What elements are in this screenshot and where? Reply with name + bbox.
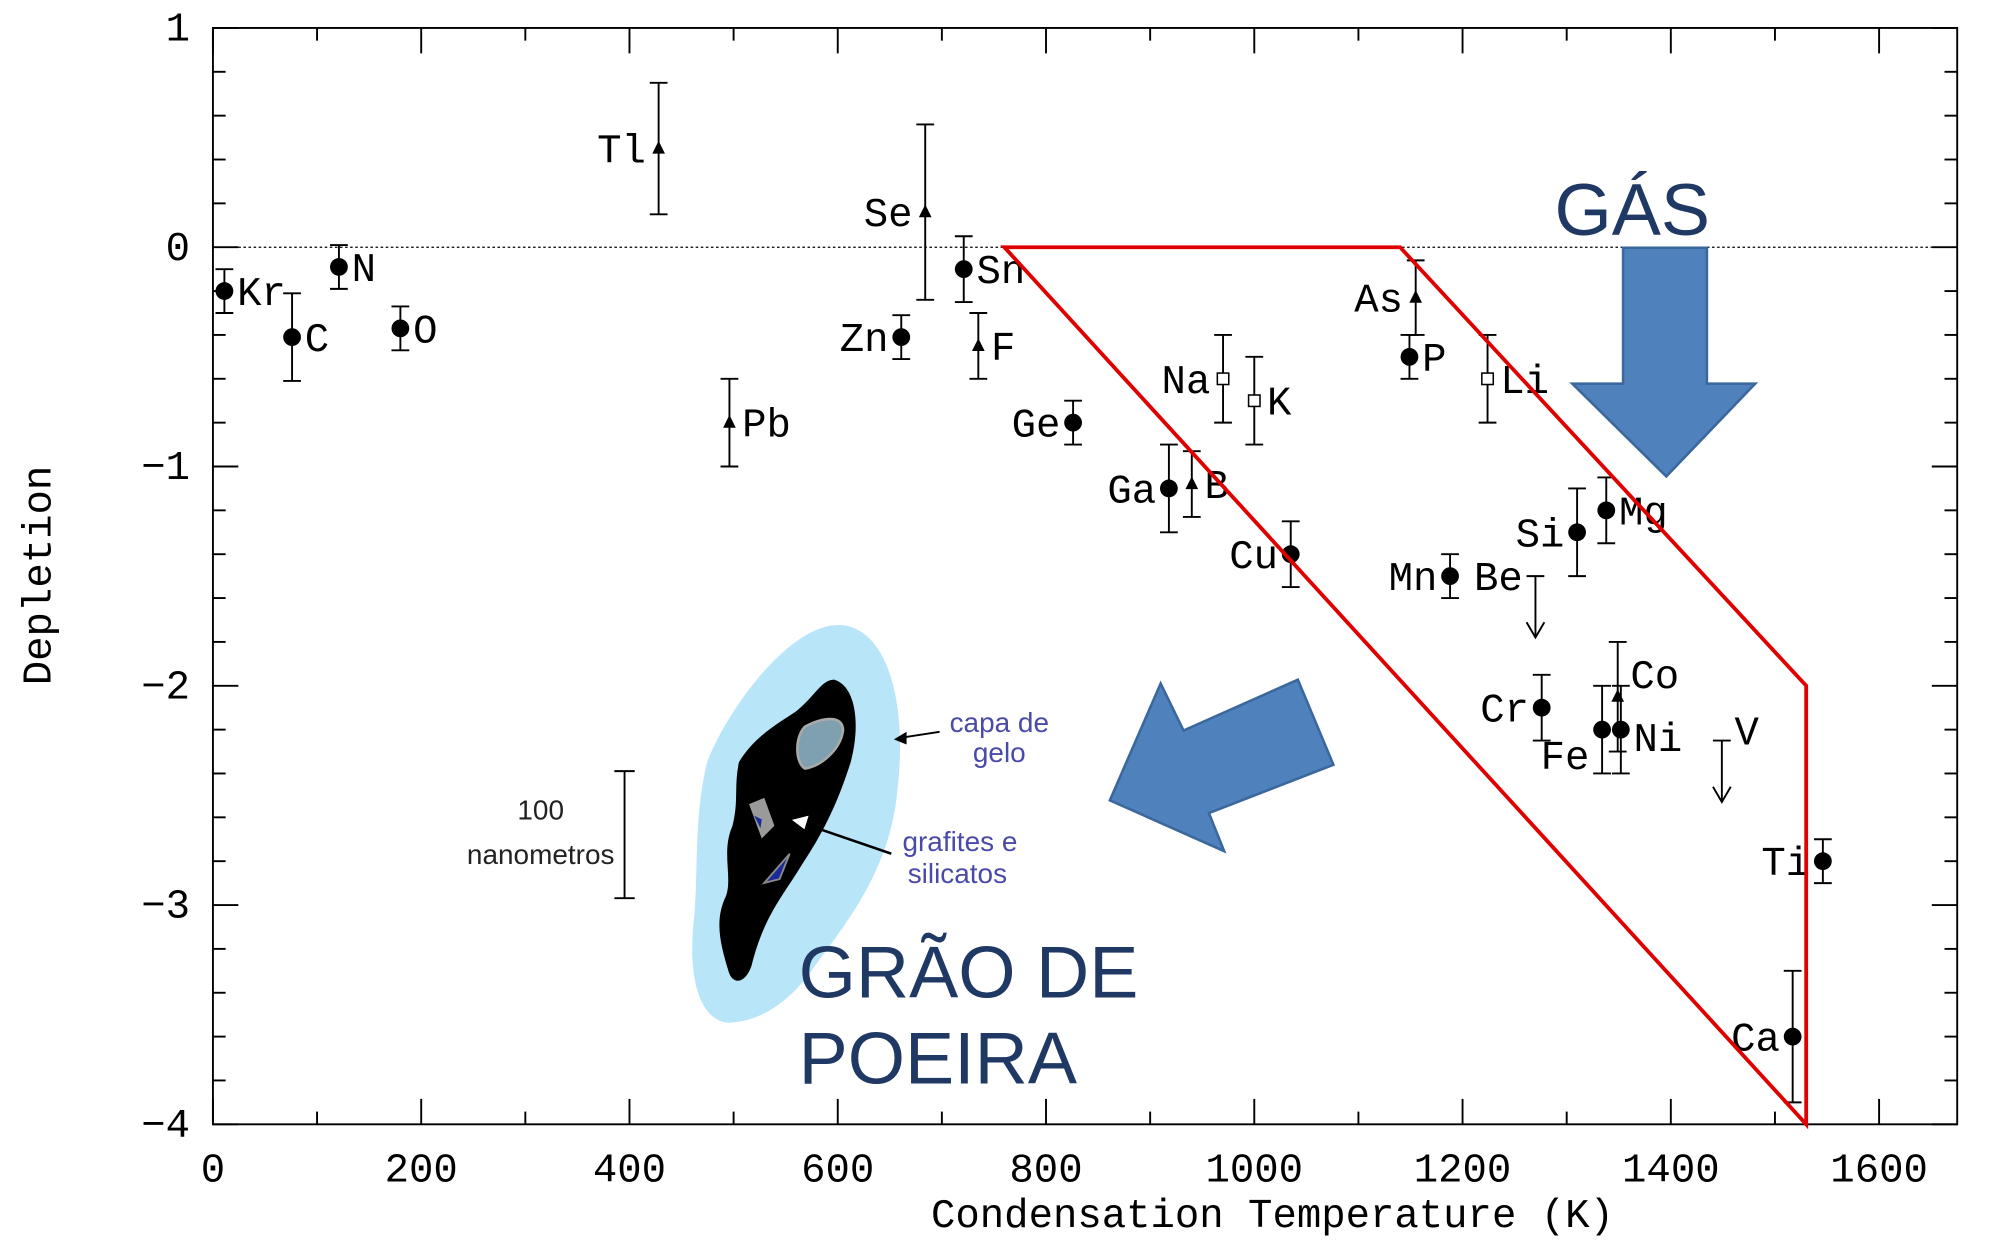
point-label: Sn [976,250,1025,296]
gas-label: GÁS [1554,168,1710,251]
point [1532,698,1551,717]
point [1783,1027,1802,1046]
point [1593,720,1611,739]
point-label: Fe [1541,736,1590,782]
x-tick-label: 400 [593,1148,666,1194]
point-label: Ti [1761,842,1810,888]
region-outline [1000,245,1809,1130]
x-tick-label: 1600 [1830,1148,1928,1194]
upper-limit-head [1525,621,1546,640]
y-tick-label: 1 [166,8,190,54]
point [1813,852,1832,871]
point-label: F [991,327,1015,373]
point-label: Ga [1107,469,1156,515]
point [283,328,301,347]
grain-label: POEIRA [799,1017,1077,1100]
x-tick-label: 1000 [1206,1148,1304,1194]
point [1597,501,1616,520]
point [971,338,985,351]
gas-arrow [1569,246,1759,479]
point [330,258,348,276]
point-label: V [1735,711,1760,757]
point-label: K [1267,382,1292,428]
point-label: P [1422,338,1446,384]
point [1247,394,1261,408]
x-axis-label: Condensation Temperature (K) [931,1194,1614,1240]
y-tick-label: −3 [141,885,190,931]
point [215,282,234,300]
point-label: Ca [1731,1018,1780,1064]
y-tick-label: −4 [141,1104,190,1150]
point-label: Mn [1389,557,1438,603]
point [1481,372,1495,386]
plot-frame [211,26,1959,1126]
point [1160,479,1178,498]
point [954,260,973,279]
point-label: Si [1516,513,1565,559]
grain-arrow [1108,677,1336,854]
point-label: O [413,309,437,355]
x-tick-label: 0 [201,1148,225,1194]
ice-label: capa de [950,707,1049,738]
grain-label: GRÃO DE [799,930,1139,1013]
x-tick-label: 1200 [1414,1148,1512,1194]
point-label: Cr [1480,689,1529,735]
point-label: Be [1474,557,1523,603]
point-label: Pb [742,404,791,450]
point [391,319,410,338]
y-tick-label: 0 [166,227,190,273]
point-label: N [352,248,376,294]
point-label: C [305,318,329,364]
y-tick-label: −1 [141,446,190,492]
point [1216,372,1230,386]
point-label: Ge [1012,404,1061,450]
point-label: Co [1630,655,1679,701]
point [652,140,665,154]
y-axis-label: Depletion [17,466,63,686]
point-label: As [1354,279,1403,325]
point-label: Kr [237,272,286,318]
point [1568,523,1586,542]
point [918,204,932,218]
data-layer: 0 200 400 600 800 1000 1200 1400 1600 −4 −3 −2 −1 0 1 K… [141,8,1958,1194]
scale-label: nanometros [467,839,615,870]
core-label: silicatos [908,858,1007,889]
point [1441,567,1459,586]
point [1281,545,1300,564]
x-tick-label: 1400 [1622,1148,1720,1194]
dust-grain-illustration [614,624,940,1023]
point [1611,720,1630,739]
point-label: Se [864,193,913,239]
x-tick-label: 200 [385,1148,458,1194]
core-label: grafites e [902,826,1017,857]
scale-label: 100 [517,794,564,825]
point [892,328,911,347]
x-tick-label: 800 [1009,1148,1082,1194]
point [1611,689,1625,702]
point-label: Na [1162,360,1211,406]
point [723,415,736,428]
point [1409,290,1423,303]
point-label: Zn [840,318,889,364]
point-label: Ni [1634,718,1683,764]
point [1185,476,1199,490]
x-tick-label: 600 [801,1148,874,1194]
point [1064,413,1082,432]
ice-label: gelo [973,737,1026,768]
point [1400,347,1419,366]
point-label: Cu [1229,535,1278,581]
point-label: Tl [597,130,646,176]
y-tick-label: −2 [141,665,190,711]
upper-limit-head [1712,786,1732,804]
